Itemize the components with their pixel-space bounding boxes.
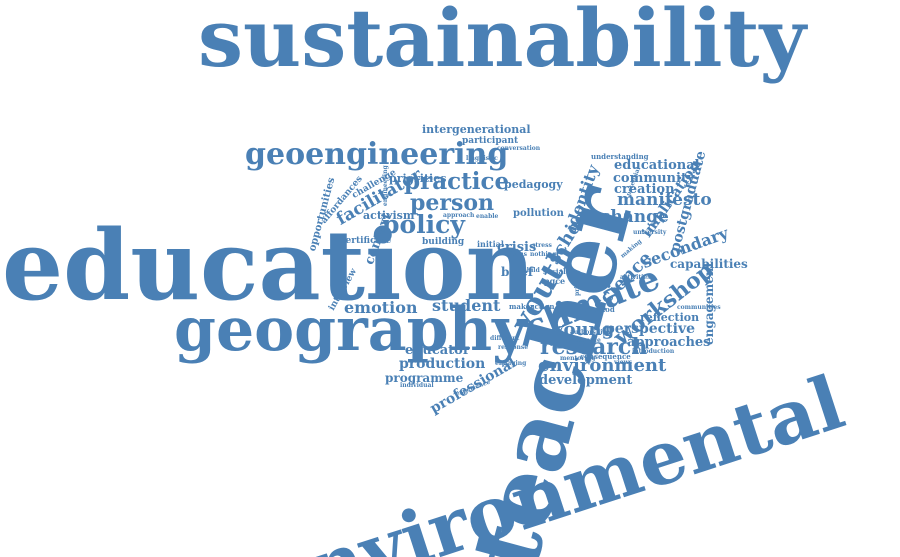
word-cloud-word: linguistic [466, 155, 498, 162]
word-cloud-word: maker [509, 302, 534, 311]
word-cloud-word: young [553, 319, 615, 340]
word-cloud-word: education [2, 209, 536, 322]
word-cloud-word: building [422, 237, 465, 247]
word-cloud-word: crisis [497, 240, 537, 255]
word-cloud-word: stress [532, 242, 552, 249]
word-cloud-word: response [498, 344, 529, 351]
word-cloud-word: emotion [344, 298, 418, 317]
word-cloud-word: production [399, 356, 486, 372]
word-cloud-word: educator [405, 343, 470, 358]
word-cloud-word: university [633, 229, 667, 236]
word-cloud-word: programme [385, 371, 464, 385]
word-cloud-word: environment [538, 355, 667, 376]
word-cloud-word: change [600, 207, 669, 227]
word-cloud-word: nothing [530, 251, 557, 258]
word-cloud-word: capabilities [670, 257, 748, 271]
word-cloud-word: preservice [566, 337, 601, 344]
word-cloud-word: practice [404, 168, 510, 195]
word-cloud-word: pgce [544, 276, 566, 286]
word-cloud-word: participant [462, 136, 519, 146]
word-cloud-word: initial [477, 239, 504, 249]
word-cloud-word: individual [400, 382, 434, 389]
word-cloud-word: geography [174, 295, 528, 365]
word-cloud-word: student [432, 296, 501, 315]
word-cloud-word: method [585, 305, 615, 314]
word-cloud-word: understanding [591, 152, 649, 161]
word-cloud-word: engaging [495, 360, 527, 367]
word-cloud-word: community [613, 171, 695, 186]
word-cloud-word: perspective [605, 321, 696, 337]
word-cloud-word: communities [677, 304, 721, 311]
word-cloud-word: priorities [389, 172, 447, 185]
word-cloud-word: action [530, 302, 555, 311]
word-cloud-word: conversation [497, 145, 541, 152]
word-cloud-word: policy [382, 210, 465, 239]
word-cloud-word: educational [614, 158, 700, 173]
word-cloud-word: development [539, 373, 633, 388]
word-cloud-word: person [410, 190, 495, 216]
word-cloud-word: consequence [580, 352, 631, 361]
word-cloud-word: approach [443, 212, 475, 219]
word-cloud-word: certificate [340, 236, 392, 246]
word-cloud-word: sustainability [198, 0, 806, 85]
word-cloud-word: brief [501, 265, 534, 279]
word-cloud-word: enable [476, 213, 499, 220]
word-cloud-word: focus [509, 251, 527, 258]
word-cloud-word: intergenerational [422, 123, 531, 136]
word-cloud-word: reflection [640, 311, 700, 324]
word-cloud-word: manifesto [617, 190, 712, 210]
word-cloud-word: different [490, 335, 520, 342]
word-cloud-word: creation [614, 182, 675, 197]
word-cloud-word: pedagogy [504, 178, 563, 191]
word-cloud-word: views [614, 359, 633, 366]
word-cloud-word: geoengineering [245, 137, 509, 172]
word-cloud-word: social [543, 267, 566, 276]
word-cloud-word: approaches [627, 335, 711, 350]
word-cloud-word: mentoring [560, 355, 596, 362]
word-cloud-word: primary [574, 269, 581, 296]
word-cloud-word: research [540, 334, 648, 360]
word-cloud-word: activities [620, 274, 651, 281]
word-cloud-word: engineering [382, 165, 389, 206]
word-cloud-word: pollution [513, 208, 564, 219]
word-cloud-word: child [523, 267, 540, 274]
word-cloud-word: authorship [570, 329, 607, 336]
word-cloud-word: activism [363, 209, 415, 222]
word-cloud-word: introduction [632, 348, 675, 355]
